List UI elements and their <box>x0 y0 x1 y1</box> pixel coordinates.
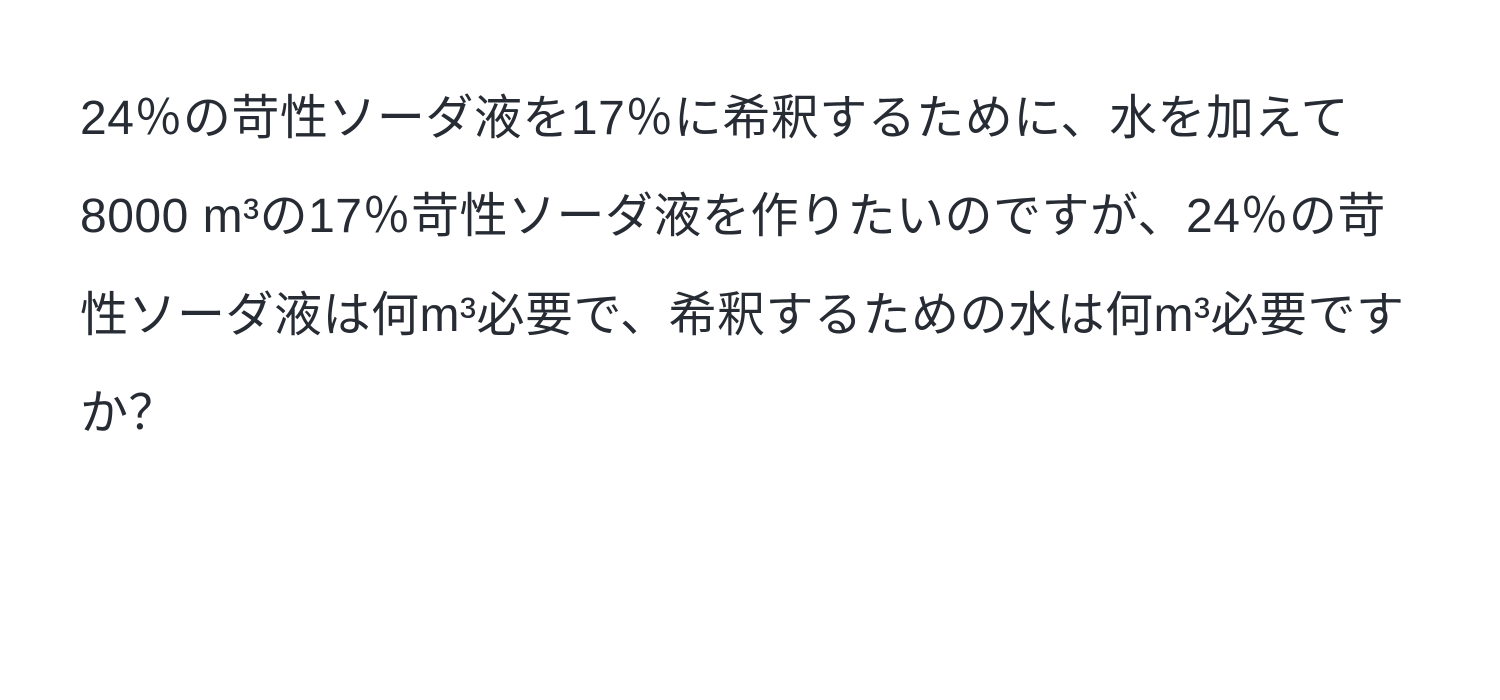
question-container: 24％の苛性ソーダ液を17％に希釈するために、水を加えて8000 m³の17％苛… <box>0 0 1500 700</box>
question-text: 24％の苛性ソーダ液を17％に希釈するために、水を加えて8000 m³の17％苛… <box>80 70 1420 464</box>
